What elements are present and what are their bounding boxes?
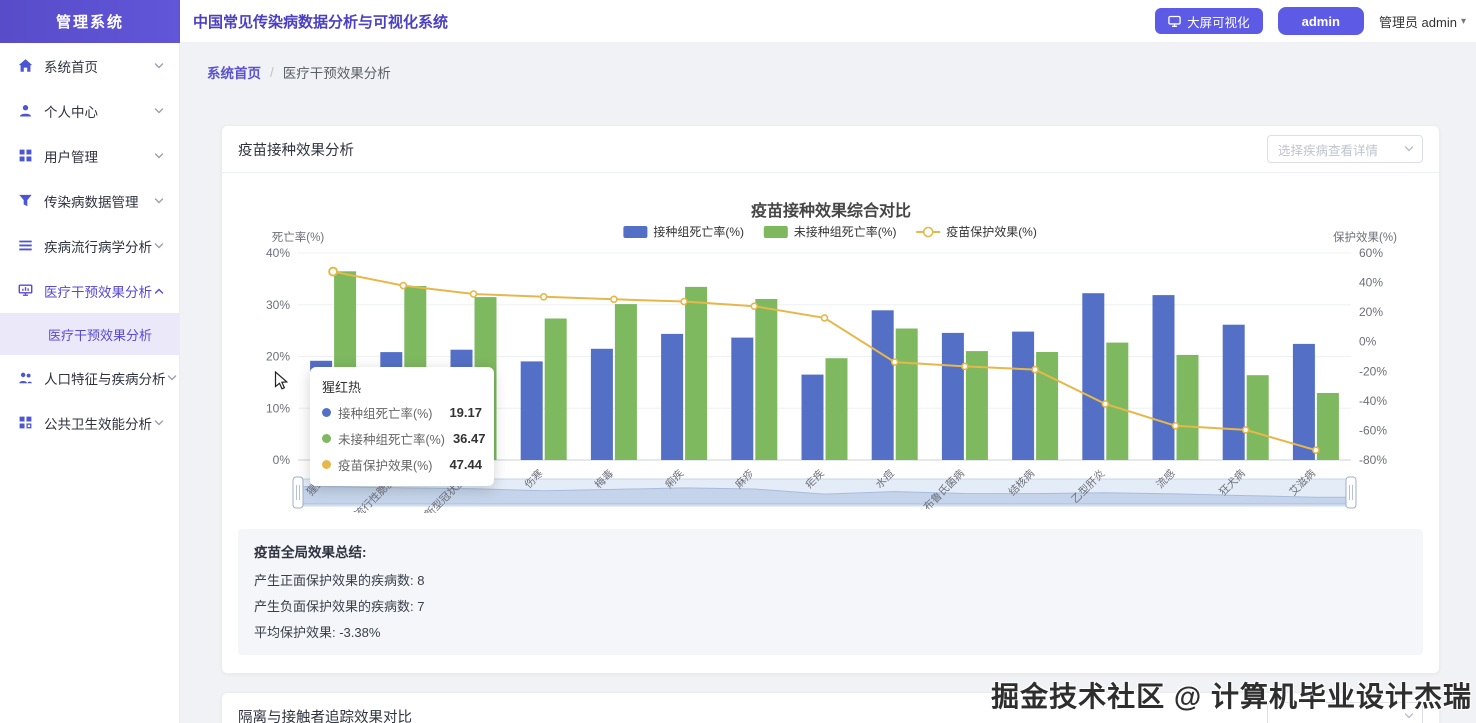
svg-text:-60%: -60% (1359, 423, 1387, 437)
isolation-card-title: 隔离与接触者追踪效果对比 (238, 709, 412, 723)
watermark: 掘金技术社区 @ 计算机毕业设计杰瑞 (991, 681, 1472, 712)
sidebar-item-epidemiology[interactable]: 疾病流行病学分析 (0, 223, 179, 268)
sidebar: 系统首页 个人中心 用户管理 传染病数据管理 疾病流行病学分析 医疗干预效果分析… (0, 43, 180, 723)
vaccine-analysis-card: 疫苗接种效果分析 选择疾病查看详情 40% 30% 20% 10% 0% 60% 40% 20… (221, 125, 1440, 674)
summary-average: 平均保护效果: -3.38% (254, 625, 381, 640)
user-icon (18, 103, 33, 118)
breadcrumb: 系统首页 / 医疗干预效果分析 (207, 63, 1476, 82)
sidebar-item-intervention[interactable]: 医疗干预效果分析 (0, 268, 179, 313)
svg-text:接种组死亡率(%): 接种组死亡率(%) (653, 224, 744, 239)
tooltip-title: 猩红热 (322, 380, 362, 395)
svg-text:死亡率(%): 死亡率(%) (272, 230, 325, 244)
list-icon (18, 238, 33, 253)
people-icon (18, 370, 33, 385)
svg-text:保护效果(%): 保护效果(%) (1333, 230, 1397, 244)
svg-text:20%: 20% (266, 350, 290, 364)
summary-negative-count: 产生负面保护效果的疾病数: 7 (254, 599, 425, 614)
vaccine-summary: 疫苗全局效果总结: 产生正面保护效果的疾病数: 8 产生负面保护效果的疾病数: … (238, 529, 1423, 655)
brand-logo: 管理系统 (0, 0, 180, 43)
breadcrumb-current: 医疗干预效果分析 (282, 66, 391, 81)
datazoom-slider[interactable] (292, 476, 1357, 509)
isolation-disease-select[interactable] (1267, 702, 1423, 723)
vaccine-card-title: 疫苗接种效果分析 (238, 142, 354, 159)
series-dot-protection (322, 460, 331, 469)
svg-text:-80%: -80% (1359, 453, 1387, 467)
monitor-chart-icon (18, 283, 33, 298)
chevron-down-icon (153, 417, 165, 429)
summary-title: 疫苗全局效果总结: (254, 545, 367, 560)
home-icon (18, 58, 33, 73)
vaccine-chart: 40% 30% 20% 10% 0% 60% 40% 20% 0% -20% -40% -60% -80… (236, 183, 1426, 513)
mouse-cursor (274, 370, 290, 396)
svg-text:40%: 40% (266, 246, 290, 260)
svg-text:0%: 0% (273, 453, 291, 467)
isolation-tracing-card: 隔离与接触者追踪效果对比 (221, 692, 1440, 723)
user-dropdown[interactable]: 管理员 admin ▾ (1378, 14, 1466, 30)
svg-text:40%: 40% (1359, 276, 1383, 290)
chevron-down-icon (166, 372, 178, 384)
big-screen-button[interactable]: 大屏可视化 (1155, 8, 1263, 34)
svg-text:10%: 10% (266, 401, 290, 415)
svg-text:20%: 20% (1359, 305, 1383, 319)
legend-item[interactable]: 未接种组死亡率(%) (763, 224, 897, 239)
admin-button[interactable]: admin (1277, 7, 1364, 35)
main-content: 系统首页 / 医疗干预效果分析 疫苗接种效果分析 选择疾病查看详情 40% 30%… (180, 43, 1476, 723)
datazoom-handle[interactable] (292, 476, 304, 509)
sidebar-item-disease-data[interactable]: 传染病数据管理 (0, 178, 179, 223)
top-bar: 管理系统 中国常见传染病数据分析与可视化系统 大屏可视化 admin 管理员 a… (0, 0, 1476, 43)
sidebar-item-profile[interactable]: 个人中心 (0, 88, 179, 133)
chevron-down-icon (153, 150, 165, 162)
summary-positive-count: 产生正面保护效果的疾病数: 8 (254, 573, 425, 588)
tooltip-row: 接种组死亡率(%) 19.17 (322, 403, 482, 422)
chevron-up-icon (153, 285, 165, 297)
sidebar-item-public-health[interactable]: 公共卫生效能分析 (0, 400, 179, 445)
svg-text:疫苗接种效果综合对比: 疫苗接种效果综合对比 (751, 201, 911, 220)
legend-item[interactable]: 疫苗保护效果(%) (916, 224, 1037, 239)
svg-text:未接种组死亡率(%): 未接种组死亡率(%) (794, 224, 897, 239)
tooltip-row: 未接种组死亡率(%) 36.47 (322, 429, 486, 448)
sidebar-subitem-intervention-analysis[interactable]: 医疗干预效果分析 (0, 313, 179, 355)
svg-text:疫苗保护效果(%): 疫苗保护效果(%) (946, 224, 1037, 239)
vaccine-chart-svg: 40% 30% 20% 10% 0% 60% 40% 20% 0% -20% -40% -60% -80… (266, 201, 1397, 513)
chevron-down-icon (1403, 710, 1415, 722)
svg-text:-20%: -20% (1359, 364, 1387, 378)
chevron-down-icon (1403, 143, 1415, 155)
legend-item[interactable]: 接种组死亡率(%) (623, 224, 744, 239)
monitor-icon (1168, 15, 1181, 28)
chevron-down-icon (153, 105, 165, 117)
breadcrumb-separator: / (270, 64, 274, 80)
blocks-icon (18, 415, 33, 430)
sidebar-item-population[interactable]: 人口特征与疾病分析 (0, 355, 179, 400)
tooltip-row: 疫苗保护效果(%) 47.44 (322, 455, 482, 474)
app-title: 中国常见传染病数据分析与可视化系统 (193, 13, 449, 31)
chevron-down-icon (153, 240, 165, 252)
filter-icon (18, 193, 33, 208)
chevron-down-icon: ▾ (1460, 15, 1466, 27)
breadcrumb-home-link[interactable]: 系统首页 (207, 66, 261, 81)
disease-select[interactable]: 选择疾病查看详情 (1267, 135, 1423, 163)
svg-text:0%: 0% (1359, 335, 1377, 349)
svg-text:-40%: -40% (1359, 394, 1387, 408)
chevron-down-icon (153, 195, 165, 207)
svg-text:30%: 30% (266, 298, 290, 312)
svg-text:60%: 60% (1359, 246, 1383, 260)
sidebar-item-user-management[interactable]: 用户管理 (0, 133, 179, 178)
grid-icon (18, 148, 33, 163)
chart-tooltip: 猩红热 接种组死亡率(%) 19.17 未接种组死亡率(%) 36.47 疫苗保… (310, 367, 494, 486)
series-dot-vaccinated (322, 408, 331, 417)
series-dot-unvaccinated (322, 434, 331, 443)
sidebar-item-home[interactable]: 系统首页 (0, 43, 179, 88)
chevron-down-icon (153, 60, 165, 72)
datazoom-handle[interactable] (1345, 476, 1357, 509)
